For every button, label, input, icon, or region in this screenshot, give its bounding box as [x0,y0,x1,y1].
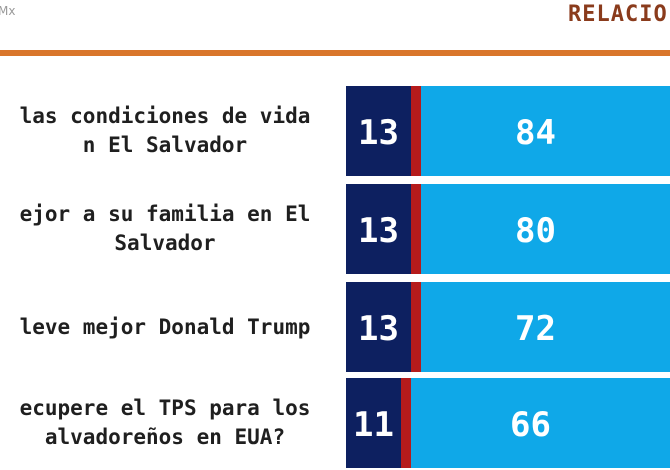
data-label: 13 [358,309,399,349]
brand-logo-text: Mx [0,4,16,18]
data-label: 72 [515,309,556,349]
bar-segment-dark [346,282,411,372]
category-label: las condiciones de vida n El Salvador [19,104,311,157]
bar-segment-red [411,86,421,176]
header-divider [0,50,670,56]
data-label: 11 [353,405,394,445]
bar-segment-red [401,378,411,468]
data-label: 84 [515,113,556,153]
category-label: leve mejor Donald Trump [19,314,311,339]
category-label: ejor a su familia en El Salvador [19,202,311,255]
bar-segment-light [421,86,670,176]
bar-segment-red [411,184,421,274]
bar-segment-light [411,378,670,468]
page-title: RELACIO [568,2,668,27]
bar-segment-dark [346,184,411,274]
bar-segment-dark [346,378,401,468]
data-label: 13 [358,113,399,153]
bar-segment-light [421,184,670,274]
bar-segment-light [421,282,670,372]
data-label: 13 [358,211,399,251]
data-label: 80 [515,211,556,251]
bar-segment-dark [346,86,411,176]
data-label: 66 [510,405,551,445]
category-label: ecupere el TPS para los alvadoreños en E… [19,396,311,449]
bar-segment-red [411,282,421,372]
